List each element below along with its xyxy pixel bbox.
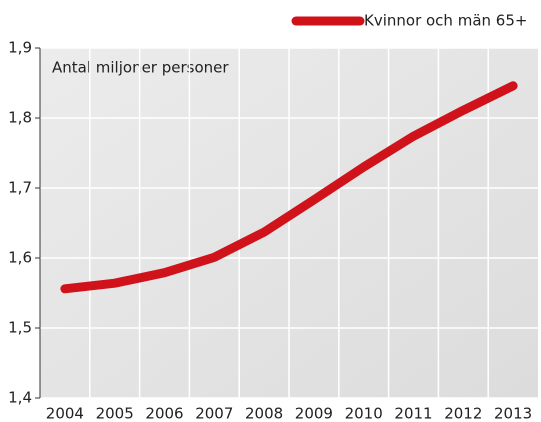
x-tick-label: 2004: [46, 405, 84, 422]
x-tick-label: 2010: [345, 405, 383, 422]
x-tick-label: 2009: [295, 405, 333, 422]
y-tick-label: 1,6: [8, 249, 32, 267]
y-tick-label: 1,5: [8, 319, 32, 337]
x-tick-label: 2008: [245, 405, 283, 422]
y-tick-label: 1,8: [8, 109, 32, 127]
x-tick-label: 2006: [145, 405, 183, 422]
x-tick-label: 2011: [394, 405, 432, 422]
y-tick-label: 1,9: [8, 39, 32, 57]
x-tick-label: 2007: [195, 405, 233, 422]
y-tick-label: 1,7: [8, 179, 32, 197]
y-tick-label: 1,4: [8, 389, 32, 407]
legend-label: Kvinnor och män 65+: [364, 12, 527, 30]
x-tick-label: 2005: [96, 405, 134, 422]
x-tick-label: 2013: [494, 405, 532, 422]
line: [60, 81, 518, 294]
annotation: Antal miljoner personer: [52, 59, 229, 77]
x-tick-label: 2012: [444, 405, 482, 422]
